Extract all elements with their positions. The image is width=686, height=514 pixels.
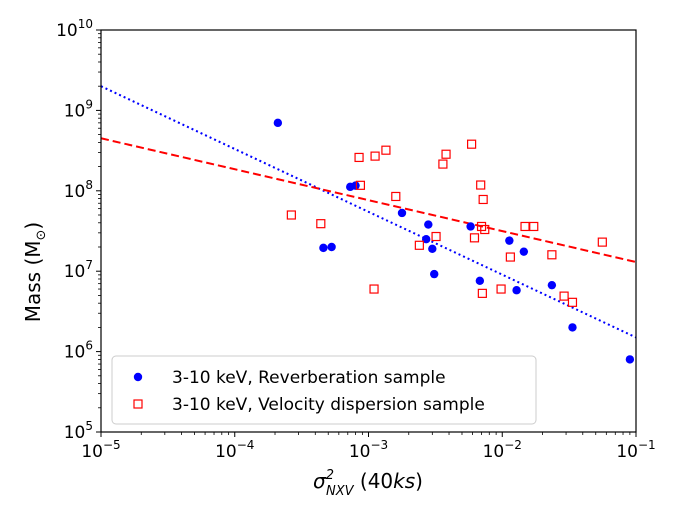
velocity-dispersion-point (480, 224, 490, 235)
legend-marker-velocity-dispersion (133, 399, 143, 409)
velocity-dispersion-point (355, 180, 366, 190)
reverberation-point (519, 247, 529, 256)
velocity-dispersion-point (547, 250, 557, 260)
reverberation-point (475, 276, 485, 285)
velocity-dispersion-point (567, 297, 578, 307)
reverberation-point (512, 286, 521, 295)
x-axis-label: σ2 NXV (40ks) (313, 468, 423, 499)
velocity-dispersion-point (431, 231, 441, 242)
velocity-dispersion-point (477, 288, 487, 298)
velocity-dispersion-point (414, 240, 424, 250)
legend-box (111, 355, 537, 425)
y-tick-label: 106 (64, 339, 93, 363)
legend-label: 3-10 keV, Velocity dispersion sample (172, 395, 485, 415)
y-tick-label: 108 (64, 178, 93, 202)
velocity-dispersion-point (496, 284, 506, 294)
x-tick-label: 10−5 (81, 438, 120, 462)
reverberation-point (424, 220, 433, 229)
velocity-dispersion-point (505, 252, 515, 262)
y-axis-label: Mass (M⊙) (21, 222, 49, 323)
legend-marker-reverberation (133, 372, 143, 382)
reverberation-point (319, 243, 328, 253)
velocity-dispersion-point (286, 210, 296, 220)
data-points (273, 118, 635, 364)
reverberation-point (421, 235, 431, 244)
tick-labels: 10−5 10−4 10−3 10−2 10−1 105 106 107 108 109 1010 (56, 17, 656, 462)
velocity-dispersion-point (381, 145, 391, 155)
reverberation-point (351, 181, 360, 190)
velocity-dispersion-point (467, 139, 477, 149)
velocity-dispersion-point (370, 151, 380, 161)
fit-line-reverberation (100, 85, 637, 339)
velocity-dispersion-point (478, 194, 488, 205)
legend-label: 3-10 keV, Reverberation sample (172, 368, 446, 388)
velocity-dispersion-point (441, 149, 451, 159)
x-tick-label: 10−1 (616, 438, 655, 462)
velocity-dispersion-point (438, 159, 448, 169)
reverberation-point (327, 242, 336, 252)
legend: 3-10 keV, Reverberation sample 3-10 keV, … (111, 355, 537, 425)
x-tick-label: 10−4 (215, 438, 254, 462)
velocity-dispersion-point (559, 291, 569, 301)
velocity-dispersion-point (597, 237, 607, 247)
reverberation-point (505, 236, 514, 245)
velocity-dispersion-point (529, 221, 539, 232)
reverberation-point (397, 208, 407, 218)
y-tick-label: 105 (64, 419, 93, 443)
velocity-dispersion-point (520, 221, 530, 232)
velocity-dispersion-point (476, 221, 487, 232)
reverberation-point (273, 118, 283, 128)
velocity-dispersion-point (469, 233, 480, 243)
velocity-dispersion-point (391, 191, 401, 202)
reverberation-point (466, 222, 475, 231)
axis-ticks (96, 29, 637, 437)
reverberation-point (625, 355, 635, 364)
reverberation-point (568, 323, 577, 332)
y-tick-label: 1010 (56, 17, 93, 41)
velocity-dispersion-point (476, 180, 486, 190)
velocity-dispersion-point (369, 284, 379, 294)
x-tick-label: 10−2 (483, 438, 522, 462)
reverberation-point (547, 280, 557, 290)
x-tick-label: 10−3 (349, 438, 388, 462)
reverberation-point (430, 269, 439, 279)
velocity-dispersion-point (354, 152, 364, 163)
reverberation-point (428, 244, 437, 253)
velocity-dispersion-point (316, 219, 326, 229)
y-tick-label: 109 (64, 97, 93, 121)
fit-lines (100, 85, 637, 339)
fit-line-velocity-dispersion (100, 137, 637, 264)
y-tick-label: 107 (64, 258, 93, 282)
